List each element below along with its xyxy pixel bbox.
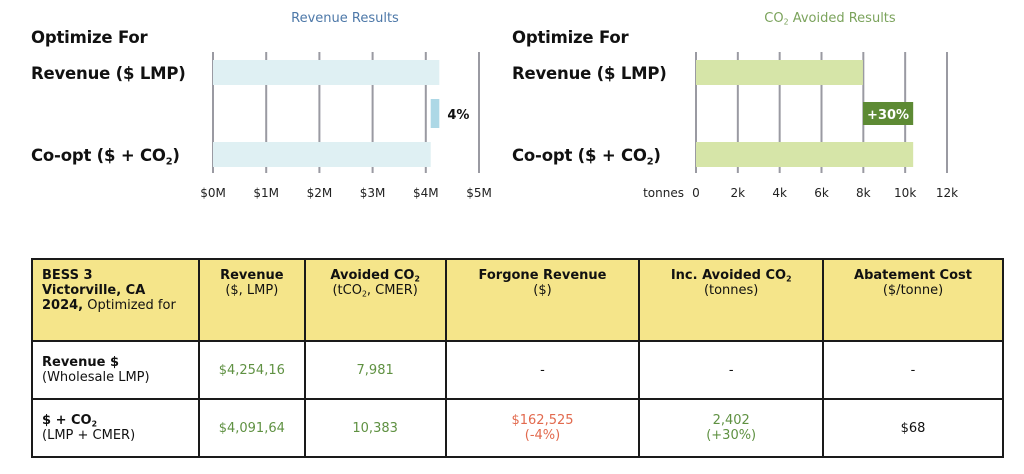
header-avoided-sub: (tCO	[332, 283, 362, 298]
header-abatement-cost: Abatement Cost ($/tonne)	[822, 258, 1004, 342]
x-tick-label: $5M	[466, 186, 492, 200]
cell-inc-avoided: -	[638, 340, 825, 400]
results-table: BESS 3 Victorville, CA 2024, Optimized f…	[31, 258, 1004, 458]
difference-bar	[430, 99, 440, 128]
row-label-coopt-bold: $ + CO	[42, 413, 92, 428]
x-tick-label: $2M	[307, 186, 333, 200]
x-tick-label: 12k	[936, 186, 958, 200]
cell-forgone-revenue: -	[444, 340, 641, 400]
bar-revenue	[213, 60, 440, 85]
x-axis-label: tonnes	[643, 186, 684, 200]
row-label-revenue-sub: (Wholesale LMP)	[42, 370, 150, 385]
bar-coopt	[213, 142, 431, 167]
cell-forgone-revenue: $162,525 (-4%)	[444, 398, 641, 458]
row-label-coopt-sub: (LMP + CMER)	[42, 428, 136, 443]
header-forgone-sub: ($)	[533, 283, 552, 298]
row-label-coopt-right: Co-opt ($ + CO2)	[512, 146, 661, 168]
row-label-coopt-text: Co-opt ($ + CO	[31, 146, 166, 165]
co2-title-text: CO	[764, 11, 784, 26]
cell-abatement: $68	[822, 398, 1004, 458]
bar-revenue	[696, 60, 863, 85]
table-row: $ + CO2 (LMP + CMER) $4,091,64 10,383 $1…	[31, 398, 1004, 458]
bar-coopt	[696, 142, 914, 167]
row-label-coopt-close: )	[172, 146, 180, 165]
header-site: BESS 3 Victorville, CA 2024, Optimized f…	[31, 258, 200, 342]
header-site-line1: BESS 3	[42, 268, 93, 283]
header-revenue-title: Revenue	[220, 268, 284, 283]
cell-revenue: $4,254,16	[198, 340, 306, 400]
co2-title-rest: Avoided Results	[788, 11, 896, 26]
row-label-revenue-left: Revenue ($ LMP)	[31, 64, 186, 83]
header-inc-avoided-co2: Inc. Avoided CO2 (tonnes)	[638, 258, 825, 342]
table-header-row: BESS 3 Victorville, CA 2024, Optimized f…	[31, 258, 1004, 342]
co2-chart-title: CO2 Avoided Results	[715, 11, 945, 26]
x-tick-label: 10k	[894, 186, 916, 200]
table-row: Revenue $ (Wholesale LMP) $4,254,16 7,98…	[31, 340, 1004, 400]
inc-avoided-value: 2,402	[712, 413, 750, 428]
x-tick-label: 0	[692, 186, 700, 200]
row-label-revenue-bold: Revenue $	[42, 355, 120, 370]
header-forgone-revenue: Forgone Revenue ($)	[444, 258, 641, 342]
header-inc-sub: (tonnes)	[703, 283, 759, 298]
row-label-coopt: $ + CO2 (LMP + CMER)	[31, 398, 200, 458]
header-revenue-sub: ($, LMP)	[225, 283, 279, 298]
x-tick-label: $3M	[360, 186, 386, 200]
cell-inc-avoided: 2,402 (+30%)	[638, 398, 825, 458]
header-avoided-sub-sub: 2	[361, 289, 367, 299]
header-abatement-sub: ($/tonne)	[882, 283, 944, 298]
header-site-year: 2024,	[42, 298, 84, 313]
row-label-coopt-left: Co-opt ($ + CO2)	[31, 146, 180, 168]
revenue-chart-title: Revenue Results	[291, 11, 399, 26]
cell-abatement: -	[822, 340, 1004, 400]
revenue-chart: $0M $1M $2M $3M $4M $5M 4%	[200, 52, 492, 200]
header-abatement-title: Abatement Cost	[854, 268, 972, 283]
x-tick-label: 6k	[814, 186, 829, 200]
header-inc-title: Inc. Avoided CO	[670, 268, 787, 283]
header-revenue: Revenue ($, LMP)	[198, 258, 306, 342]
optimize-for-label-right: Optimize For	[512, 28, 629, 47]
header-site-optimized: Optimized for	[83, 298, 176, 313]
header-site-line2: Victorville, CA	[42, 283, 146, 298]
x-tick-label: 4k	[772, 186, 787, 200]
forgone-percent: (-4%)	[524, 428, 561, 443]
inc-avoided-percent: (+30%)	[706, 428, 757, 443]
x-tick-label: $0M	[200, 186, 226, 200]
row-label-coopt-sub: 2	[646, 156, 654, 168]
row-label-revenue: Revenue $ (Wholesale LMP)	[31, 340, 200, 400]
row-label-coopt-bold-sub: 2	[91, 419, 98, 429]
header-avoided-sub-rest: , CMER)	[366, 283, 418, 298]
row-label-coopt-text: Co-opt ($ + CO	[512, 146, 647, 165]
cell-avoided-co2: 10,383	[303, 398, 447, 458]
header-avoided-title-sub: 2	[414, 274, 420, 284]
header-forgone-title: Forgone Revenue	[478, 268, 607, 283]
row-label-coopt-close: )	[653, 146, 661, 165]
x-tick-label: 2k	[731, 186, 746, 200]
header-avoided-title: Avoided CO	[330, 268, 415, 283]
optimize-for-label-left: Optimize For	[31, 28, 148, 47]
difference-label: 4%	[447, 108, 469, 123]
cell-revenue: $4,091,64	[198, 398, 306, 458]
header-inc-title-sub: 2	[786, 274, 792, 284]
forgone-value: $162,525	[511, 413, 574, 428]
row-label-revenue-right: Revenue ($ LMP)	[512, 64, 667, 83]
header-avoided-co2: Avoided CO2 (tCO2, CMER)	[303, 258, 447, 342]
difference-badge	[862, 102, 914, 125]
cell-avoided-co2: 7,981	[303, 340, 447, 400]
co2-chart: 0 2k 4k 6k 8k 10k 12k tonnes +30%	[643, 52, 958, 200]
x-tick-label: $4M	[413, 186, 439, 200]
x-tick-label: 8k	[856, 186, 871, 200]
row-label-coopt-sub: 2	[165, 156, 173, 168]
difference-label: +30%	[867, 108, 909, 123]
x-tick-label: $1M	[253, 186, 279, 200]
co2-title-sub: 2	[783, 17, 789, 27]
